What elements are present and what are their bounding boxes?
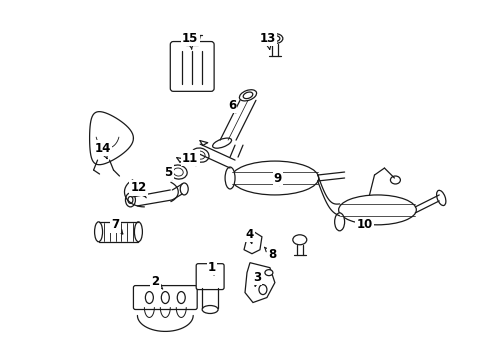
Text: 13: 13: [260, 32, 276, 49]
Ellipse shape: [180, 183, 188, 195]
Ellipse shape: [95, 222, 102, 242]
Text: 8: 8: [265, 247, 276, 261]
Ellipse shape: [146, 292, 153, 303]
Polygon shape: [245, 263, 275, 302]
Ellipse shape: [170, 165, 187, 179]
Text: 9: 9: [274, 171, 282, 186]
Text: 7: 7: [111, 218, 123, 234]
Ellipse shape: [270, 36, 280, 41]
Ellipse shape: [437, 190, 446, 206]
FancyBboxPatch shape: [196, 264, 224, 289]
Ellipse shape: [267, 33, 283, 44]
Ellipse shape: [240, 90, 257, 101]
Text: 4: 4: [246, 228, 254, 243]
Text: 6: 6: [228, 99, 236, 113]
Text: 1: 1: [208, 261, 216, 275]
Ellipse shape: [339, 195, 416, 225]
Ellipse shape: [177, 292, 185, 303]
Ellipse shape: [225, 167, 235, 189]
Ellipse shape: [231, 161, 318, 195]
Ellipse shape: [243, 92, 253, 99]
Polygon shape: [244, 232, 262, 254]
Text: 15: 15: [182, 32, 198, 49]
Ellipse shape: [259, 285, 267, 294]
Ellipse shape: [293, 235, 307, 245]
Ellipse shape: [191, 148, 209, 162]
FancyBboxPatch shape: [171, 41, 214, 91]
Text: 11: 11: [182, 152, 198, 166]
Text: 5: 5: [164, 166, 172, 180]
Ellipse shape: [213, 138, 232, 148]
Ellipse shape: [161, 292, 169, 303]
Text: 10: 10: [356, 218, 373, 233]
Ellipse shape: [265, 270, 273, 276]
Ellipse shape: [173, 168, 183, 176]
Ellipse shape: [202, 306, 218, 314]
Ellipse shape: [128, 197, 133, 203]
Text: 2: 2: [151, 275, 163, 289]
Ellipse shape: [195, 151, 205, 159]
FancyBboxPatch shape: [133, 285, 197, 310]
Ellipse shape: [391, 176, 400, 184]
Text: 12: 12: [130, 181, 147, 198]
Ellipse shape: [125, 193, 135, 207]
Ellipse shape: [134, 222, 143, 242]
Ellipse shape: [335, 213, 344, 231]
Text: 3: 3: [253, 271, 261, 286]
Text: 14: 14: [95, 141, 111, 159]
